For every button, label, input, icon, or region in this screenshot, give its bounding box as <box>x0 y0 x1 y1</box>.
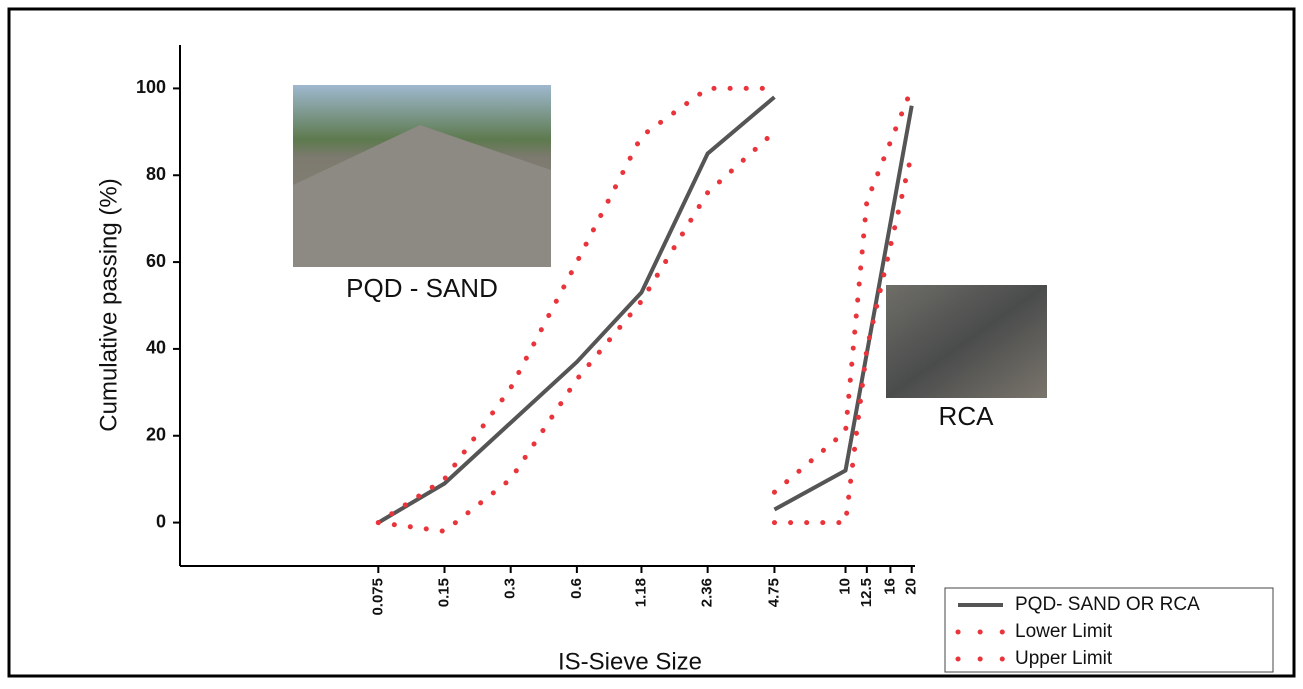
annotation: PQD - SAND <box>346 273 498 303</box>
series-line <box>375 85 777 526</box>
x-tick-label: 0.3 <box>502 578 519 599</box>
x-tick-label: 4.75 <box>765 578 782 607</box>
y-tick-label: 40 <box>146 338 166 358</box>
y-tick-label: 80 <box>146 164 166 184</box>
y-tick-label: 100 <box>136 77 166 97</box>
x-tick-label: 0.15 <box>435 578 452 607</box>
x-tick-label: 1.18 <box>632 578 649 607</box>
x-tick-label: 12.5 <box>858 578 875 607</box>
legend-label: Lower Limit <box>1015 621 1113 642</box>
y-axis-label: Cumulative passing (%) <box>95 178 122 431</box>
series-line <box>377 95 776 525</box>
series-line <box>771 151 915 526</box>
x-tick-label: 10 <box>836 578 853 595</box>
legend <box>944 587 1274 673</box>
frame <box>7 7 1296 678</box>
series-line <box>375 129 777 534</box>
sand-pile <box>293 125 551 267</box>
y-tick-label: 20 <box>146 425 166 445</box>
legend-label: PQD- SAND OR RCA <box>1015 594 1200 615</box>
legend-label: Upper Limit <box>1015 648 1113 669</box>
annotation: RCA <box>939 401 995 431</box>
series-line <box>771 85 915 495</box>
x-tick-label: 20 <box>903 578 920 595</box>
y-tick-label: 0 <box>156 511 166 531</box>
rca-photo <box>886 285 1047 398</box>
y-tick-label: 60 <box>146 251 166 271</box>
x-tick-label: 16 <box>881 578 898 595</box>
x-tick-label: 2.36 <box>699 578 716 607</box>
x-axis-label: IS-Sieve Size <box>558 648 702 675</box>
x-tick-label: 0.6 <box>568 578 585 599</box>
x-tick-label: 0.075 <box>369 578 386 616</box>
series-line <box>773 105 914 512</box>
